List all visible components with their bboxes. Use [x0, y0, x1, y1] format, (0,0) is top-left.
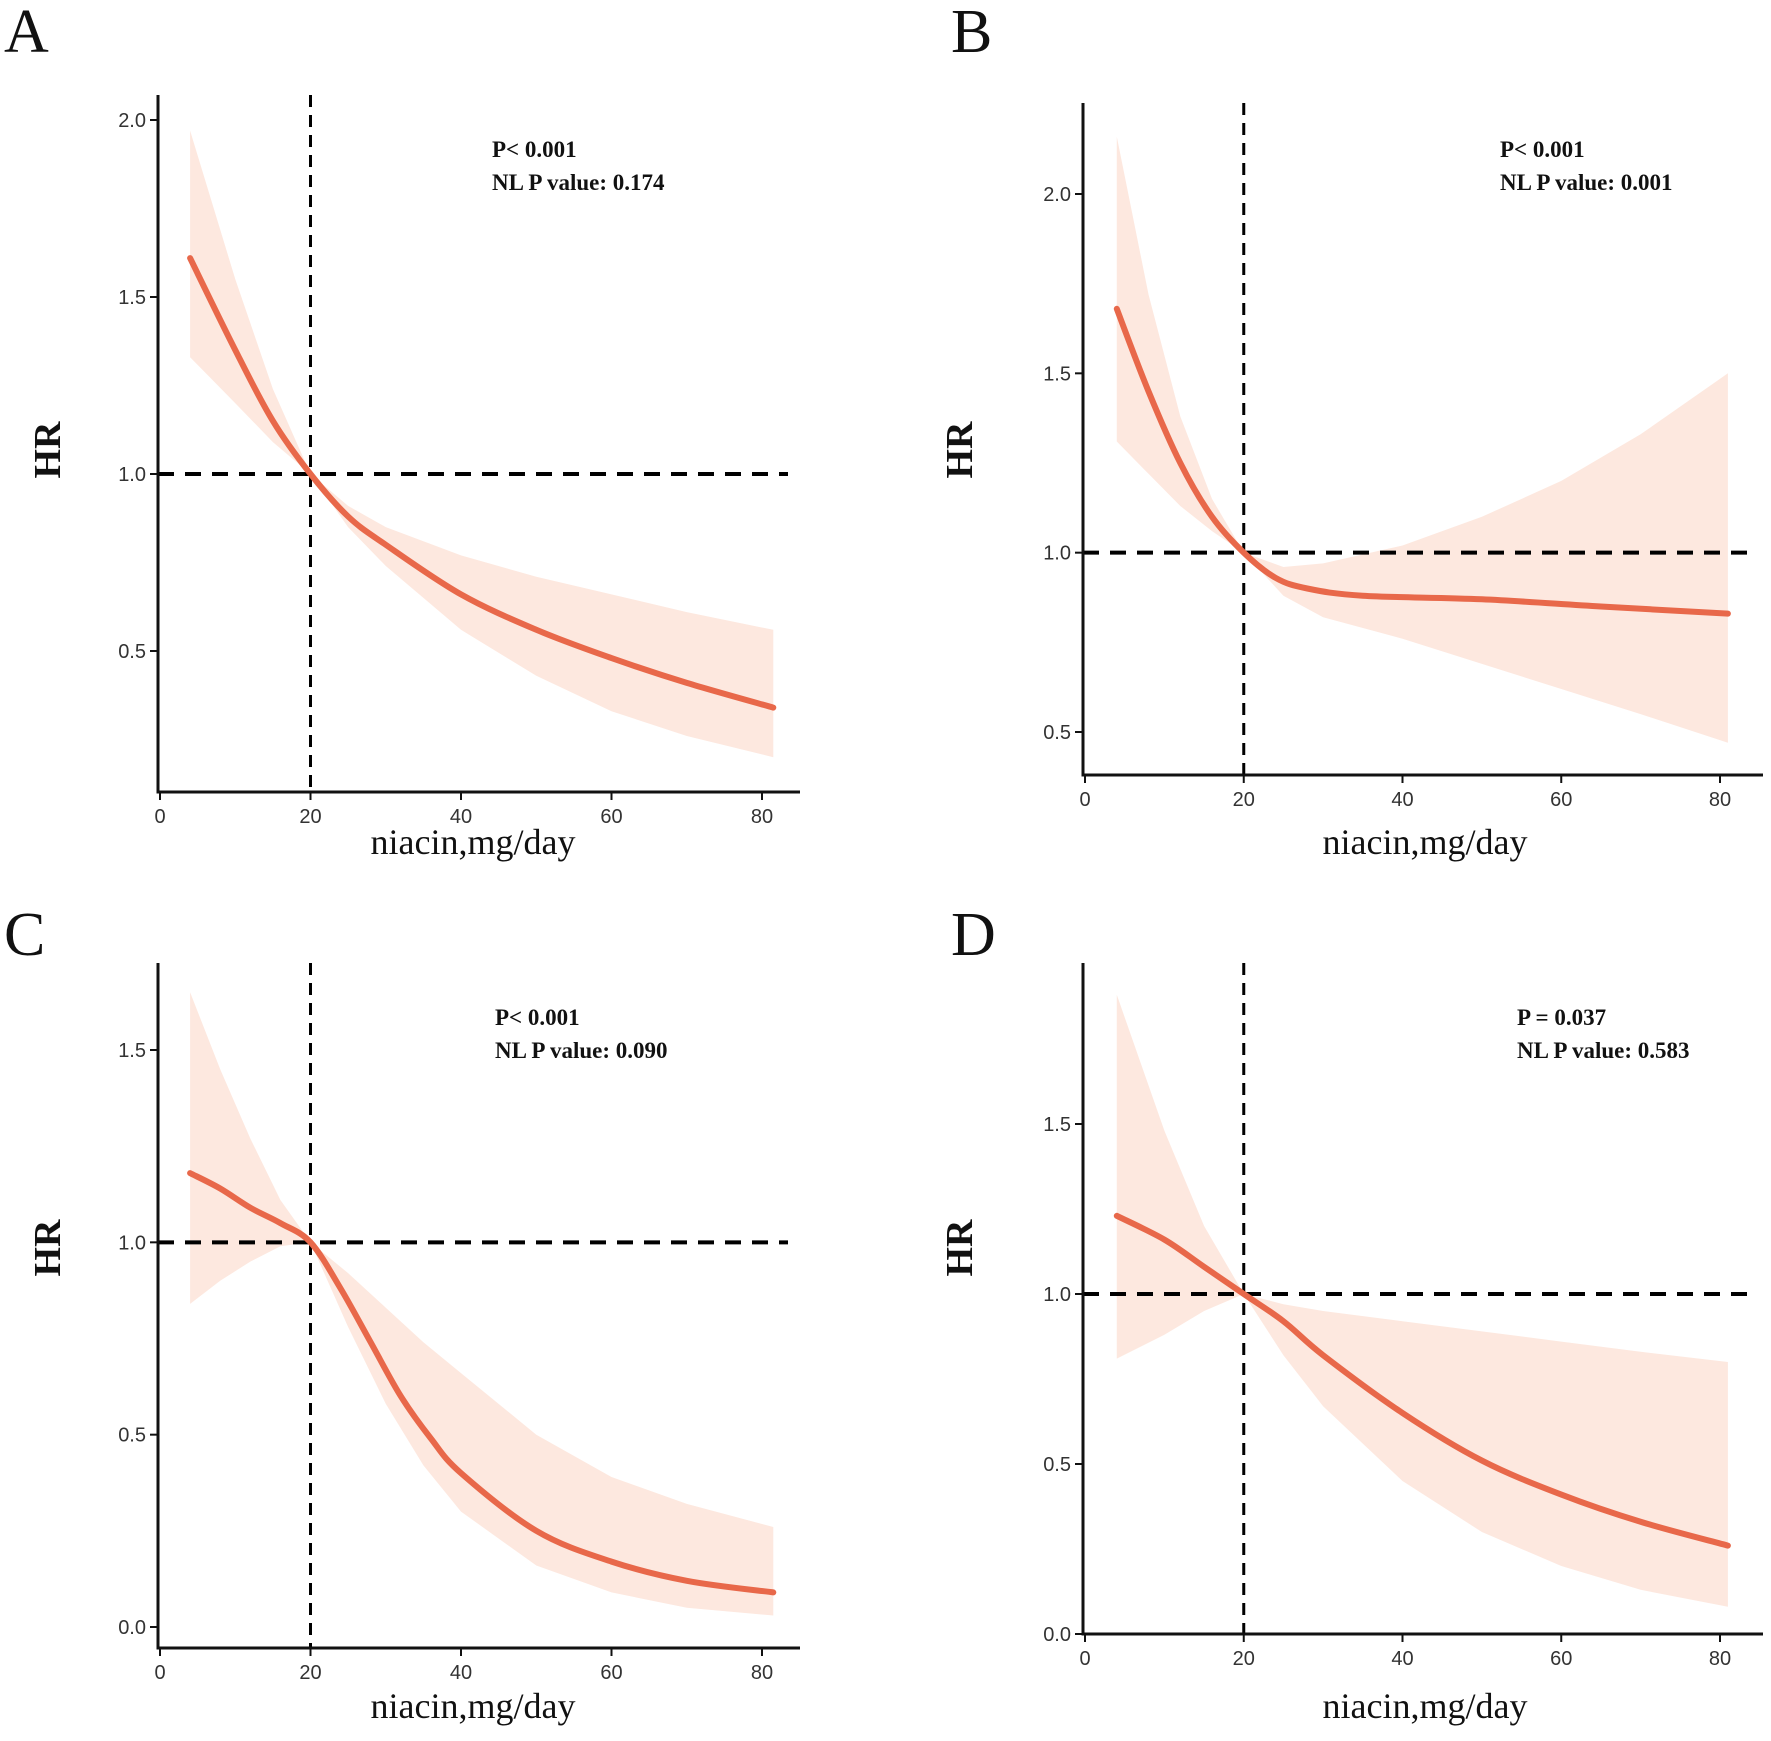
y-tick-label: 0.5: [118, 641, 146, 663]
x-tick-label: 60: [600, 806, 622, 828]
x-tick-label: 20: [1233, 1648, 1255, 1670]
hr-curve: [187, 1170, 777, 1596]
x-tick-label: 60: [1550, 1648, 1572, 1670]
x-tick-label: 80: [751, 806, 773, 828]
y-axis-label: HR: [27, 1219, 69, 1277]
x-tick-label: 0: [1079, 1648, 1090, 1670]
x-axis-label: niacin,mg/day: [1323, 822, 1528, 862]
y-axis-label: HR: [939, 1219, 981, 1277]
nl-p-value-annotation: NL P value: 0.583: [1517, 1038, 1690, 1063]
x-tick-label: 80: [1709, 1648, 1731, 1670]
x-tick-label: 60: [1550, 789, 1572, 811]
x-tick-label: 80: [1709, 789, 1731, 811]
x-tick-label: 40: [450, 1662, 472, 1684]
y-tick-label: 2.0: [118, 110, 146, 132]
x-tick-label: 40: [450, 806, 472, 828]
panel-a: A 0 20 40 60 80 0.5 1.0 1.5 2.0 niacin,mg/day HR P< …: [4, 0, 800, 862]
panel-letter: B: [951, 0, 992, 66]
ci-band: [190, 130, 774, 758]
y-tick-label: 1.0: [1043, 1284, 1071, 1306]
p-value-annotation: P< 0.001: [495, 1005, 580, 1030]
y-tick-label: 0.5: [118, 1425, 146, 1447]
y-tick-label: 0.0: [1043, 1624, 1071, 1646]
ci-band: [190, 992, 774, 1616]
y-tick-label: 1.5: [118, 287, 146, 309]
panel-letter: A: [4, 0, 49, 66]
x-tick-label: 0: [1079, 789, 1090, 811]
x-axis-label: niacin,mg/day: [1323, 1686, 1528, 1726]
y-axis-label: HR: [27, 421, 69, 479]
panel-b: B 0 20 40 60 80 0.5 1.0 1.5 2.0 niacin,mg/day HR P< …: [939, 0, 1763, 862]
y-tick-label: 0.5: [1043, 722, 1071, 744]
ci-band: [1116, 994, 1728, 1607]
x-tick-label: 0: [154, 806, 165, 828]
x-tick-label: 20: [1233, 789, 1255, 811]
y-tick-label: 0.0: [118, 1617, 146, 1639]
x-tick-label: 40: [1391, 1648, 1413, 1670]
x-axis-label: niacin,mg/day: [371, 822, 576, 862]
hr-curve: [1113, 1212, 1731, 1549]
hr-curve: [1113, 305, 1731, 617]
ci-band: [1116, 136, 1728, 743]
x-tick-label: 20: [299, 806, 321, 828]
y-tick-label: 1.5: [1043, 363, 1071, 385]
x-tick-label: 40: [1391, 789, 1413, 811]
panel-letter: C: [4, 901, 45, 969]
y-tick-label: 1.0: [1043, 543, 1071, 565]
x-tick-label: 20: [299, 1662, 321, 1684]
nl-p-value-annotation: NL P value: 0.090: [495, 1038, 668, 1063]
x-tick-label: 80: [751, 1662, 773, 1684]
p-value-annotation: P = 0.037: [1517, 1005, 1606, 1030]
y-tick-label: 0.5: [1043, 1454, 1071, 1476]
y-tick-label: 1.5: [118, 1040, 146, 1062]
y-tick-label: 1.5: [1043, 1114, 1071, 1136]
y-tick-label: 2.0: [1043, 184, 1071, 206]
y-axis-label: HR: [939, 421, 981, 479]
nl-p-value-annotation: NL P value: 0.174: [492, 170, 665, 195]
p-value-annotation: P< 0.001: [492, 137, 577, 162]
nl-p-value-annotation: NL P value: 0.001: [1500, 170, 1673, 195]
panel-c: C 0 20 40 60 80 0.0 0.5 1.0 1.5 niacin,mg/day HR P< …: [4, 901, 800, 1726]
x-tick-label: 0: [154, 1662, 165, 1684]
panel-d: D 0 20 40 60 80 0.0 0.5 1.0 1.5 niacin,mg/day HR P =…: [939, 901, 1763, 1726]
y-tick-label: 1.0: [118, 1232, 146, 1254]
panel-letter: D: [951, 901, 996, 969]
x-tick-label: 60: [600, 1662, 622, 1684]
hr-curve: [187, 255, 777, 711]
x-axis-label: niacin,mg/day: [371, 1686, 576, 1726]
y-tick-label: 1.0: [118, 464, 146, 486]
p-value-annotation: P< 0.001: [1500, 137, 1585, 162]
